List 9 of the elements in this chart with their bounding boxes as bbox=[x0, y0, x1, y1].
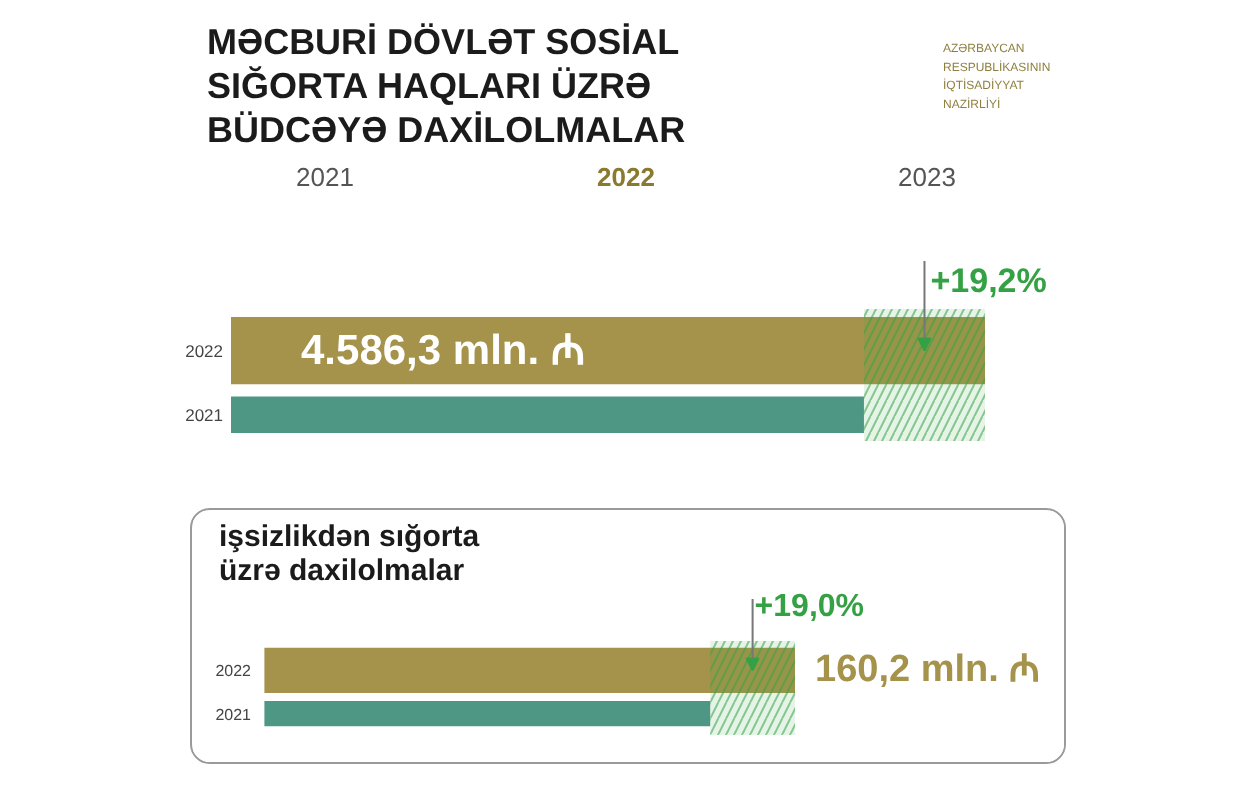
data-label: 4.586,3 mln. ₼ bbox=[301, 327, 585, 374]
text: 2022 bbox=[597, 162, 655, 192]
band-label: +19,2% bbox=[930, 262, 1047, 300]
text: 2023 bbox=[898, 162, 956, 192]
data-label: 160,2 mln. ₼ bbox=[815, 649, 1040, 692]
text: 2021 bbox=[296, 162, 354, 192]
band-label: +19,0% bbox=[754, 590, 865, 624]
chart-title: işsizlikdən sığorta üzrə daxilolmalar bbox=[219, 520, 481, 588]
chart-title: MƏCBURİ DÖVLƏT SOSİAL SIĞORTA HAQLARI ÜZRƏ BÜDCƏYƏ DAXİLOLMALAR bbox=[207, 22, 686, 150]
